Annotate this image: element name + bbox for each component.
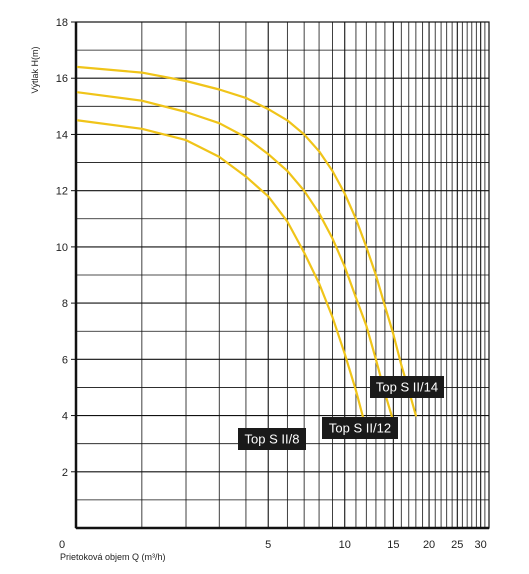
curve-label-box bbox=[370, 376, 444, 398]
y-tick-label: 14 bbox=[56, 129, 68, 141]
y-tick-label: 6 bbox=[62, 354, 68, 366]
x-tick-labels: 0 5 10 15 20 25 30 bbox=[59, 539, 487, 551]
curve-labels: Top S II/8 Top S II/12 Top S II/14 bbox=[238, 376, 444, 450]
x-tick-label: 10 bbox=[339, 539, 351, 551]
y-axis-title: Výtlak H(m) bbox=[30, 46, 40, 93]
curve-label: Top S II/8 bbox=[245, 432, 300, 447]
curve-label-box bbox=[238, 428, 306, 450]
x-tick-label: 0 bbox=[59, 539, 65, 551]
y-tick-label: 4 bbox=[62, 411, 68, 423]
plot-frame bbox=[74, 21, 490, 530]
curve-line bbox=[76, 91, 395, 423]
x-tick-label: 15 bbox=[387, 539, 399, 551]
x-tick-label: 30 bbox=[475, 539, 487, 551]
grid-horizontal-lines bbox=[76, 49, 489, 501]
x-axis-title: Prietoková objem Q (m³/h) bbox=[60, 552, 166, 562]
y-tick-label: 12 bbox=[56, 186, 68, 198]
y-tick-label: 18 bbox=[56, 17, 68, 29]
x-tick-label: 25 bbox=[451, 539, 463, 551]
curve-label: Top S II/12 bbox=[329, 421, 391, 436]
curve-label: Top S II/14 bbox=[376, 380, 438, 395]
curve-label-box bbox=[322, 417, 398, 439]
y-tick-label: 10 bbox=[56, 242, 68, 254]
pump-curves bbox=[76, 65, 417, 431]
curve-line bbox=[76, 119, 368, 431]
curve-line bbox=[76, 65, 417, 417]
y-tick-label: 8 bbox=[62, 298, 68, 310]
x-tick-label: 5 bbox=[265, 539, 271, 551]
x-tick-label: 20 bbox=[423, 539, 435, 551]
y-tick-labels: 2 4 6 8 10 12 14 16 18 bbox=[56, 17, 76, 479]
y-tick-label: 16 bbox=[56, 73, 68, 85]
y-tick-label: 2 bbox=[62, 467, 68, 479]
